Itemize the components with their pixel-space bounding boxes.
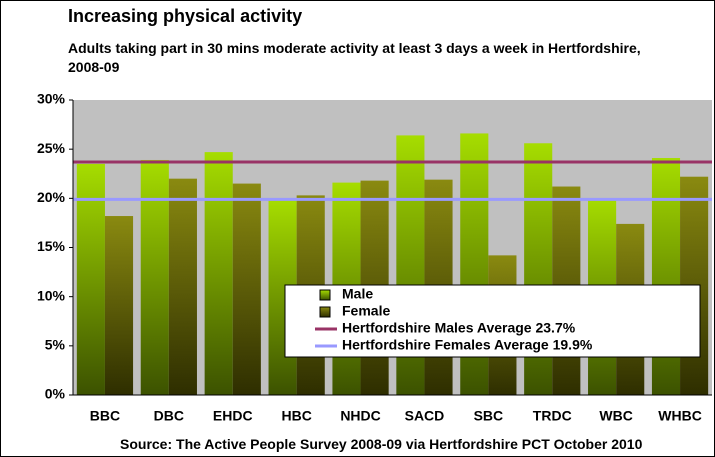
chart-title: Increasing physical activity (68, 6, 303, 26)
legend-label: Female (342, 303, 390, 319)
bar (232, 183, 261, 395)
x-tick-label: HBC (281, 408, 311, 424)
x-tick-label: BBC (90, 408, 120, 424)
legend-swatch (319, 306, 331, 318)
legend-label: Male (342, 286, 373, 302)
bar (168, 178, 197, 395)
x-tick-label: EHDC (213, 408, 253, 424)
y-tick-label: 5% (45, 337, 66, 353)
y-tick-label: 15% (37, 238, 66, 254)
y-tick-label: 30% (37, 91, 66, 107)
legend-label: Hertfordshire Females Average 19.9% (342, 337, 593, 353)
x-tick-label: DBC (154, 408, 184, 424)
x-tick-label: SACD (405, 408, 445, 424)
y-tick-label: 10% (37, 287, 66, 303)
bar (204, 152, 233, 395)
bar (104, 216, 134, 395)
legend (284, 284, 701, 358)
legend-swatch (319, 289, 331, 301)
chart-subtitle: Adults taking part in 30 mins moderate a… (68, 40, 641, 75)
x-tick-label: SBC (474, 408, 504, 424)
x-tick-label: WHBC (658, 408, 702, 424)
x-tick-label: TRDC (533, 408, 572, 424)
bar (651, 158, 681, 395)
y-tick-label: 25% (37, 140, 66, 156)
x-tick-label: NHDC (340, 408, 380, 424)
legend-label: Hertfordshire Males Average 23.7% (342, 320, 576, 336)
x-tick-label: WBC (599, 408, 632, 424)
bar (76, 163, 105, 395)
bar (140, 159, 169, 395)
source-note: Source: The Active People Survey 2008-09… (120, 436, 643, 452)
y-tick-label: 20% (37, 189, 66, 205)
y-tick-label: 0% (45, 386, 66, 402)
